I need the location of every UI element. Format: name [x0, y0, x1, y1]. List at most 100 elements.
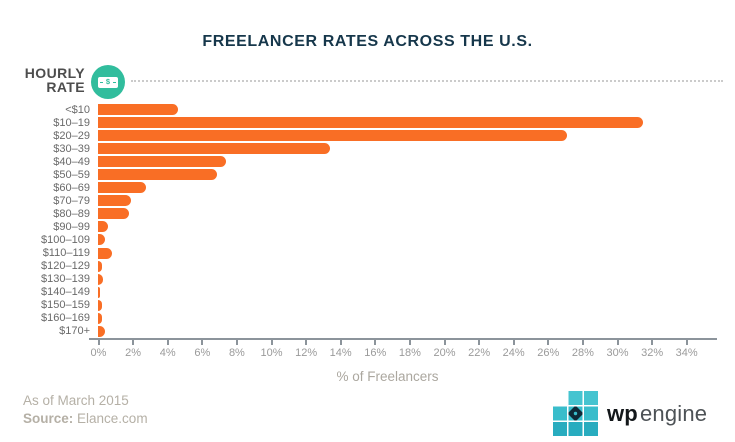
bar: [98, 130, 567, 142]
wpengine-logo-text: wpengine: [607, 400, 708, 426]
dotted-divider: [131, 80, 723, 82]
x-axis-tick-label: 22%: [468, 347, 491, 359]
bar: [98, 169, 218, 181]
x-axis-tick-label: 10%: [260, 347, 283, 359]
chart-rows: <$10 $10–19 $20–29 $30–39 $40–49 $50–59 $60–69…: [0, 103, 735, 338]
bar: [98, 299, 102, 311]
bar: [98, 273, 104, 285]
bar: [98, 182, 147, 194]
wpengine-logo-icon: [553, 391, 598, 436]
category-label: $50–59: [53, 168, 90, 181]
x-axis-tick-label: 14%: [329, 347, 352, 359]
x-axis-tick-label: 28%: [571, 347, 594, 359]
x-axis-label: % of Freelancers: [336, 369, 439, 384]
chart-row: $50–59: [0, 168, 735, 181]
bar: [98, 260, 102, 272]
x-axis-tick-label: 24%: [502, 347, 525, 359]
x-axis-tick: [616, 340, 619, 345]
category-label: $130–139: [41, 273, 90, 286]
chart-row: $100–109: [0, 233, 735, 246]
chart-row: $30–39: [0, 142, 735, 155]
chart-row: $90–99: [0, 220, 735, 233]
x-axis-tick: [235, 340, 238, 345]
x-axis-tick-label: 8%: [228, 347, 245, 359]
bar: [98, 312, 103, 324]
category-label: $20–29: [53, 129, 90, 142]
chart-row: $10–19: [0, 116, 735, 129]
bar: [98, 195, 131, 207]
chart-row: $110–119: [0, 247, 735, 260]
category-label: <$10: [65, 103, 90, 116]
chart-row: $40–49: [0, 155, 735, 168]
category-label: $110–119: [42, 247, 90, 260]
x-axis-tick-label: 4%: [159, 347, 176, 359]
x-axis-tick: [685, 340, 688, 345]
chart-row: $60–69: [0, 181, 735, 194]
money-bill-icon: $: [98, 76, 118, 88]
chart-row: $80–89: [0, 207, 735, 220]
x-axis-line: [89, 338, 717, 340]
category-label: $120–129: [41, 260, 90, 273]
footer-source: Source: Elance.com: [23, 411, 148, 426]
x-axis-tick-label: 32%: [641, 347, 664, 359]
x-axis-tick-label: 0%: [90, 347, 107, 359]
footer-date: As of March 2015: [23, 393, 129, 408]
x-axis-tick: [581, 340, 584, 345]
x-axis-tick: [547, 340, 550, 345]
x-axis-tick: [512, 340, 515, 345]
wpengine-logo: wpengine: [553, 391, 707, 436]
chart-row: $20–29: [0, 129, 735, 142]
category-label: $90–99: [53, 220, 90, 233]
bar: [98, 143, 330, 155]
x-axis-tick: [651, 340, 654, 345]
y-axis-title-line1: HOURLY: [24, 65, 85, 81]
category-label: $60–69: [53, 181, 90, 194]
x-axis-tick-label: 26%: [537, 347, 560, 359]
x-axis-tick-label: 18%: [398, 347, 421, 359]
y-axis-title: HOURLY RATE: [0, 66, 85, 94]
bar: [98, 247, 112, 259]
chart-row: $130–139: [0, 273, 735, 286]
chart-row: $120–129: [0, 260, 735, 273]
y-axis-title-line2: RATE: [46, 79, 85, 95]
x-axis-tick: [97, 340, 100, 345]
x-axis-tick-label: 20%: [433, 347, 456, 359]
bar: [98, 286, 100, 298]
chart-row: $70–79: [0, 194, 735, 207]
category-label: $160–169: [41, 312, 90, 325]
category-label: $100–109: [41, 233, 90, 246]
money-icon: $: [91, 65, 125, 99]
bar: [98, 208, 130, 220]
x-axis-tick: [408, 340, 411, 345]
bar: [98, 234, 105, 246]
category-label: $80–89: [53, 207, 90, 220]
category-label: $140–149: [41, 286, 90, 299]
x-axis-tick: [443, 340, 446, 345]
bar: [98, 104, 178, 116]
category-label: $170+: [59, 325, 90, 338]
x-axis-tick-label: 30%: [606, 347, 629, 359]
category-label: $150–159: [41, 299, 90, 312]
x-axis-tick: [478, 340, 481, 345]
x-axis-tick: [270, 340, 273, 345]
x-axis-tick: [132, 340, 135, 345]
x-axis-tick-label: 34%: [675, 347, 698, 359]
chart-row: $150–159: [0, 299, 735, 312]
chart-row: $140–149: [0, 286, 735, 299]
category-label: $70–79: [53, 194, 90, 207]
x-axis-tick-label: 16%: [364, 347, 387, 359]
x-axis-tick-label: 12%: [295, 347, 318, 359]
bar: [98, 156, 226, 168]
x-axis-tick-label: 2%: [125, 347, 142, 359]
chart-title: FREELANCER RATES ACROSS THE U.S.: [202, 33, 533, 50]
x-axis-tick-label: 6%: [194, 347, 211, 359]
category-label: $10–19: [53, 116, 90, 129]
x-axis-tick: [339, 340, 342, 345]
x-axis-tick: [201, 340, 204, 345]
footer-note: As of March 2015 Source: Elance.com: [23, 392, 148, 428]
category-label: $40–49: [53, 155, 90, 168]
x-axis-tick: [166, 340, 169, 345]
x-axis-tick: [374, 340, 377, 345]
chart-row: $170+: [0, 325, 735, 338]
